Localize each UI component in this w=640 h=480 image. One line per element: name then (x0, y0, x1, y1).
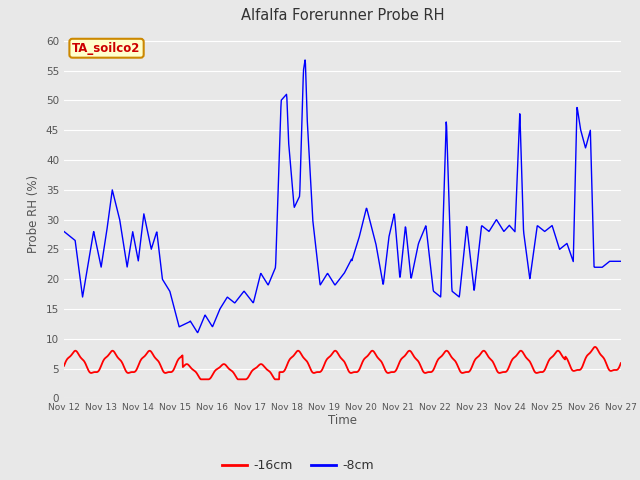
-8cm (378, 273, 385, 279)
Legend: -16cm, -8cm: -16cm, -8cm (217, 454, 379, 477)
-16cm (318, 367, 326, 372)
Line: -16cm: -16cm (64, 347, 621, 379)
-8cm (308, 213, 316, 218)
-16cm (197, 376, 205, 382)
Title: Alfalfa Forerunner Probe RH: Alfalfa Forerunner Probe RH (241, 9, 444, 24)
X-axis label: Time: Time (328, 414, 357, 427)
Text: TA_soilco2: TA_soilco2 (72, 42, 141, 55)
Line: -8cm: -8cm (64, 60, 621, 333)
-16cm (103, 354, 111, 360)
-8cm (126, 247, 134, 253)
-8cm (617, 258, 625, 264)
-8cm (297, 162, 305, 168)
-8cm (194, 330, 202, 336)
-16cm (591, 344, 599, 350)
-16cm (308, 369, 316, 375)
-16cm (60, 363, 68, 369)
-16cm (126, 370, 134, 375)
-8cm (103, 226, 111, 231)
-16cm (297, 350, 305, 356)
-16cm (378, 359, 385, 364)
-16cm (617, 360, 625, 366)
-8cm (301, 57, 309, 63)
-8cm (319, 278, 326, 284)
Y-axis label: Probe RH (%): Probe RH (%) (28, 175, 40, 252)
-8cm (60, 228, 68, 234)
